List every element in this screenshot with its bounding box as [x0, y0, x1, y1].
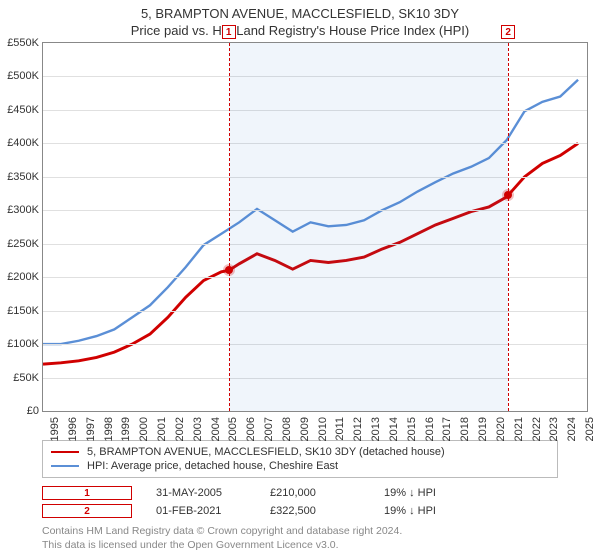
chart-title: 5, BRAMPTON AVENUE, MACCLESFIELD, SK10 3… [0, 0, 600, 21]
event-vertical-line [229, 43, 230, 411]
x-axis-tick-label: 2019 [477, 417, 489, 441]
x-axis-tick-label: 2012 [352, 417, 364, 441]
x-axis-tick-label: 2020 [495, 417, 507, 441]
event-row: 2 01-FEB-2021 £322,500 19% ↓ HPI [42, 502, 558, 520]
x-axis-tick-label: 1999 [121, 417, 133, 441]
x-axis-tick-label: 2000 [138, 417, 150, 441]
chart-plot-area: £0£50K£100K£150K£200K£250K£300K£350K£400… [42, 42, 588, 412]
x-axis-tick-label: 2001 [156, 417, 168, 441]
x-axis-tick-label: 2022 [531, 417, 543, 441]
x-axis-tick-label: 2021 [513, 417, 525, 441]
footer-line: Contains HM Land Registry data © Crown c… [42, 524, 558, 538]
x-axis-tick-label: 2018 [459, 417, 471, 441]
y-axis-tick-label: £0 [27, 405, 39, 417]
y-axis-tick-label: £500K [7, 70, 39, 82]
x-axis-tick-label: 2011 [334, 417, 346, 441]
x-axis-tick-label: 2025 [584, 417, 596, 441]
legend-swatch-hpi [51, 465, 79, 467]
page-root: 5, BRAMPTON AVENUE, MACCLESFIELD, SK10 3… [0, 0, 600, 560]
y-axis-tick-label: £550K [7, 37, 39, 49]
event-row: 1 31-MAY-2005 £210,000 19% ↓ HPI [42, 484, 558, 502]
sale-point-dot [225, 266, 233, 274]
y-axis-tick-label: £300K [7, 204, 39, 216]
event-price: £322,500 [270, 505, 360, 517]
x-axis-tick-label: 2010 [317, 417, 329, 441]
x-axis-tick-label: 2008 [281, 417, 293, 441]
event-date: 01-FEB-2021 [156, 505, 246, 517]
x-axis-tick-label: 2004 [210, 417, 222, 441]
shaded-ownership-region [229, 43, 508, 411]
legend-swatch-property [51, 451, 79, 453]
event-marker-icon: 2 [501, 25, 515, 39]
x-axis-tick-label: 2003 [192, 417, 204, 441]
x-axis-tick-label: 1997 [85, 417, 97, 441]
event-marker-icon: 2 [42, 504, 132, 518]
event-vertical-line [508, 43, 509, 411]
legend-label: HPI: Average price, detached house, Ches… [87, 460, 338, 472]
event-date: 31-MAY-2005 [156, 487, 246, 499]
x-axis-tick-label: 2017 [442, 417, 454, 441]
x-axis-tick-label: 2015 [406, 417, 418, 441]
x-axis-tick-label: 2007 [263, 417, 275, 441]
y-axis-tick-label: £250K [7, 238, 39, 250]
x-axis-tick-label: 2016 [424, 417, 436, 441]
x-axis-tick-label: 2006 [245, 417, 257, 441]
event-marker-icon: 1 [222, 25, 236, 39]
x-axis-tick-label: 2002 [174, 417, 186, 441]
y-axis-tick-label: £100K [7, 338, 39, 350]
y-axis-tick-label: £450K [7, 104, 39, 116]
x-axis-tick-label: 2023 [549, 417, 561, 441]
x-axis-tick-label: 2013 [370, 417, 382, 441]
footer-attribution: Contains HM Land Registry data © Crown c… [42, 524, 558, 552]
footer-line: This data is licensed under the Open Gov… [42, 538, 558, 552]
y-axis-tick-label: £200K [7, 271, 39, 283]
x-axis-tick-label: 2024 [566, 417, 578, 441]
x-axis-tick-label: 2014 [388, 417, 400, 441]
y-axis-tick-label: £350K [7, 171, 39, 183]
event-price: £210,000 [270, 487, 360, 499]
events-table: 1 31-MAY-2005 £210,000 19% ↓ HPI 2 01-FE… [42, 484, 558, 520]
event-delta: 19% ↓ HPI [384, 505, 474, 517]
y-axis-tick-label: £50K [13, 372, 39, 384]
event-marker-icon: 1 [42, 486, 132, 500]
x-axis-tick-label: 1996 [67, 417, 79, 441]
x-axis-tick-label: 1998 [103, 417, 115, 441]
x-axis-tick-label: 1995 [49, 417, 61, 441]
x-axis-tick-label: 2009 [299, 417, 311, 441]
legend-row: 5, BRAMPTON AVENUE, MACCLESFIELD, SK10 3… [51, 445, 549, 459]
chart-legend: 5, BRAMPTON AVENUE, MACCLESFIELD, SK10 3… [42, 440, 558, 478]
y-axis-tick-label: £150K [7, 305, 39, 317]
y-axis-tick-label: £400K [7, 137, 39, 149]
x-axis-tick-label: 2005 [228, 417, 240, 441]
event-delta: 19% ↓ HPI [384, 487, 474, 499]
sale-point-dot [504, 191, 512, 199]
legend-label: 5, BRAMPTON AVENUE, MACCLESFIELD, SK10 3… [87, 446, 445, 458]
legend-row: HPI: Average price, detached house, Ches… [51, 459, 549, 473]
